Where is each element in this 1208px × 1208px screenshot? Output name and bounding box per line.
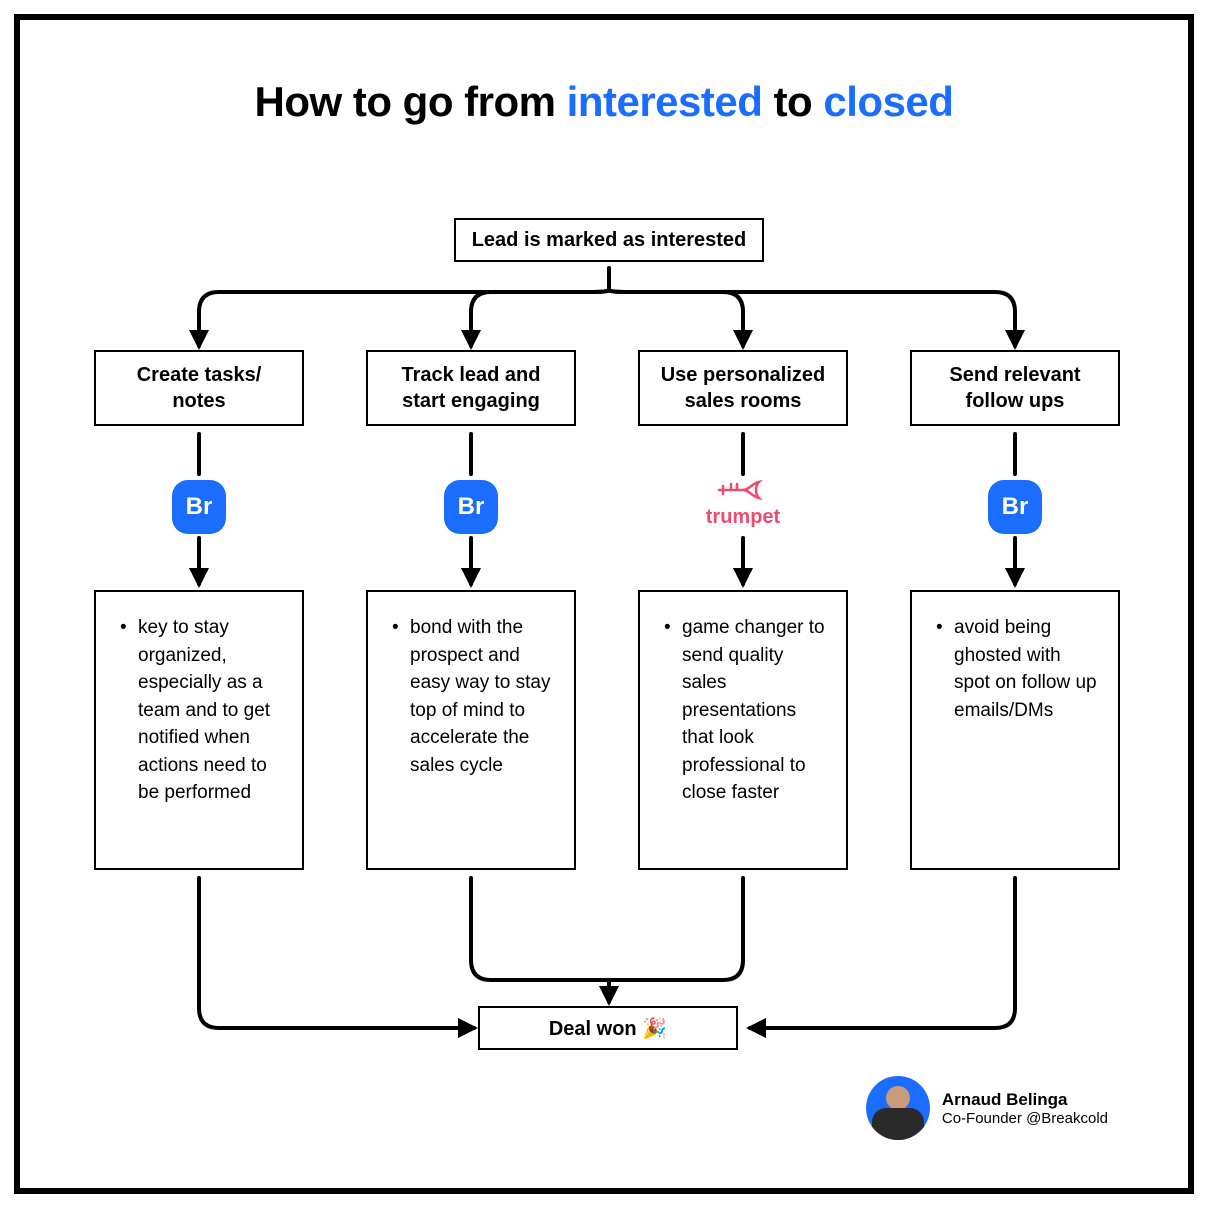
br-badge-icon: Br (172, 480, 226, 534)
author-text: Arnaud Belinga Co-Founder @Breakcold (942, 1090, 1108, 1127)
column-detail: key to stay organized, especially as a t… (94, 590, 304, 870)
column-head-label: Use personalized sales rooms (654, 362, 832, 414)
author-avatar (866, 1076, 930, 1140)
title-mid: to (762, 78, 823, 125)
br-badge-icon: Br (988, 480, 1042, 534)
column-detail: avoid being ghosted with spot on follow … (910, 590, 1120, 870)
author-name: Arnaud Belinga (942, 1090, 1108, 1110)
column-head: Use personalized sales rooms (638, 350, 848, 426)
author-role: Co-Founder @Breakcold (942, 1110, 1108, 1127)
deal-won-label: Deal won 🎉 (549, 1016, 667, 1041)
detail-bullet: bond with the prospect and easy way to s… (392, 614, 554, 779)
column-detail: game changer to send quality sales prese… (638, 590, 848, 870)
title-accent-2: closed (823, 78, 953, 125)
column-head: Track lead and start engaging (366, 350, 576, 426)
deal-won-box: Deal won 🎉 (478, 1006, 738, 1050)
lead-interested-box: Lead is marked as interested (454, 218, 764, 262)
br-badge-icon: Br (444, 480, 498, 534)
trumpet-logo-icon: trumpet (683, 476, 803, 529)
detail-bullet: game changer to send quality sales prese… (664, 614, 826, 807)
author-block: Arnaud Belinga Co-Founder @Breakcold (866, 1076, 1108, 1140)
title-prefix: How to go from (255, 78, 567, 125)
column-detail: bond with the prospect and easy way to s… (366, 590, 576, 870)
diagram-frame: How to go from interested to closed Lead… (14, 14, 1194, 1194)
column-head: Create tasks/ notes (94, 350, 304, 426)
detail-bullet: key to stay organized, especially as a t… (120, 614, 282, 807)
column-head-label: Send relevant follow ups (926, 362, 1104, 414)
lead-interested-label: Lead is marked as interested (472, 229, 747, 252)
title-accent-1: interested (567, 78, 763, 125)
detail-bullet: avoid being ghosted with spot on follow … (936, 614, 1098, 724)
column-head-label: Create tasks/ notes (110, 362, 288, 414)
page-title: How to go from interested to closed (20, 78, 1188, 126)
column-head-label: Track lead and start engaging (382, 362, 560, 414)
column-head: Send relevant follow ups (910, 350, 1120, 426)
